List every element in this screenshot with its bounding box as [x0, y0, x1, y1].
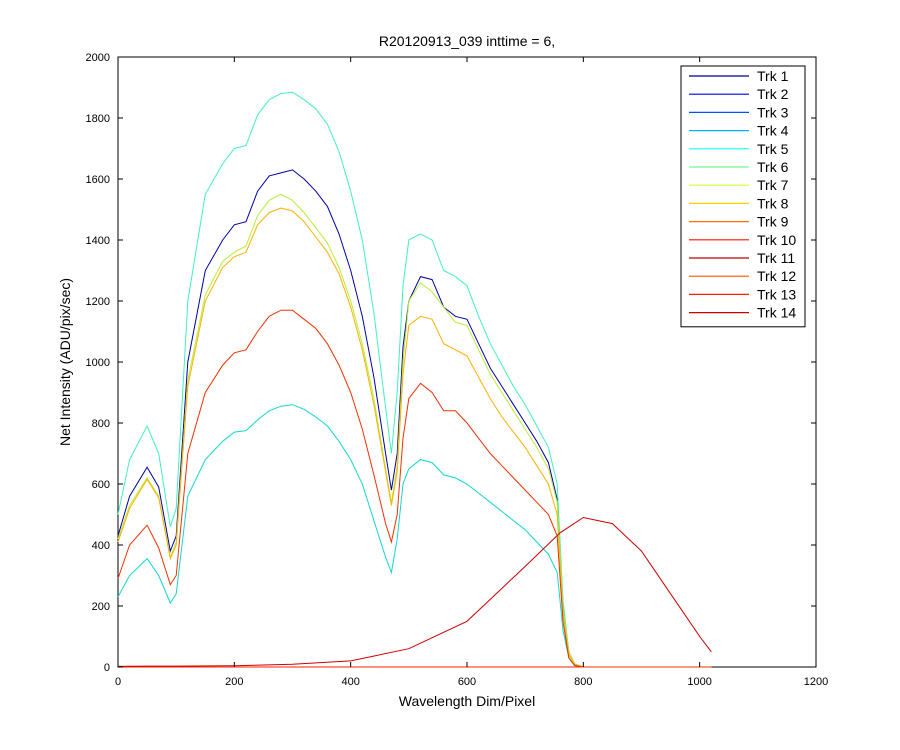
y-axis-label: Net Intensity (ADU/pix/sec): [57, 278, 73, 446]
curve-line-3: [117, 91, 712, 668]
series-line-trk-14: [117, 516, 712, 667]
y-tick-label: 1400: [86, 235, 110, 247]
legend-label: Trk 9: [757, 214, 789, 230]
y-tick-label: 1800: [86, 113, 110, 125]
legend-label: Trk 10: [757, 232, 796, 248]
legend-label: Trk 7: [757, 177, 789, 193]
x-tick-label: 1200: [804, 676, 828, 688]
y-tick-label: 1200: [86, 296, 110, 308]
x-tick-label: 600: [458, 676, 476, 688]
legend-label: Trk 4: [757, 123, 789, 139]
curve-line-6: [117, 309, 712, 668]
y-tick-label: 1600: [86, 174, 110, 186]
legend-label: Trk 8: [757, 195, 789, 211]
legend-label: Trk 1: [757, 68, 789, 84]
y-tick-label: 400: [92, 540, 110, 552]
legend-label: Trk 3: [757, 104, 789, 120]
x-axis-ticks: 0 200 400 600 800 1000 1200: [115, 57, 828, 688]
y-tick-label: 0: [104, 662, 110, 674]
y-tick-label: 200: [92, 601, 110, 613]
y-tick-label: 600: [92, 479, 110, 491]
x-tick-label: 200: [225, 676, 243, 688]
chart-title: R20120913_039 inttime = 6,: [379, 33, 555, 49]
x-tick-label: 0: [115, 676, 121, 688]
legend-label: Trk 13: [757, 286, 796, 302]
curve-line-4: [117, 193, 712, 668]
legend-label: Trk 5: [757, 141, 789, 157]
curve-line-2: [117, 404, 712, 668]
x-tick-label: 800: [574, 676, 592, 688]
legend-label: Trk 2: [757, 86, 789, 102]
curve-line-1: [117, 169, 712, 668]
x-tick-label: 1000: [687, 676, 711, 688]
x-axis-label: Wavelength Dim/Pixel: [399, 693, 535, 709]
legend-label: Trk 14: [757, 305, 796, 321]
legend: Trk 1 Trk 2 Trk 3 Trk 4 Trk 5 Trk 6 Trk 7 Trk 8…: [680, 65, 806, 328]
y-tick-label: 1000: [86, 357, 110, 369]
y-axis-ticks: 0 200 400 600 800 1000 1200 1400 1600 1800 2000: [86, 52, 816, 674]
legend-box: [680, 65, 806, 328]
y-tick-label: 2000: [86, 52, 110, 64]
legend-label: Trk 6: [757, 159, 789, 175]
legend-label: Trk 12: [757, 268, 796, 284]
x-tick-label: 400: [341, 676, 359, 688]
legend-label: Trk 11: [757, 250, 795, 266]
y-tick-label: 800: [92, 418, 110, 430]
data-curves: [117, 91, 712, 668]
curve-line-5: [117, 207, 712, 668]
